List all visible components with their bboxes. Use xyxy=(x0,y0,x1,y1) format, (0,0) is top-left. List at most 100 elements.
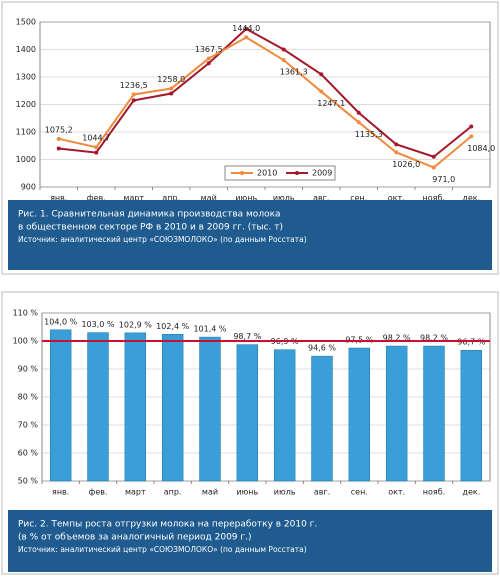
bar xyxy=(311,355,333,482)
value-label: 96,7 % xyxy=(457,338,485,347)
x-tick-label: янв. xyxy=(50,194,67,203)
point xyxy=(131,98,136,103)
bar xyxy=(423,345,445,482)
y-tick-label: 90 % xyxy=(18,365,39,374)
value-label: 1367,5 xyxy=(195,45,223,54)
value-label: 101,4 % xyxy=(193,325,226,334)
legend-label: 2009 xyxy=(312,169,332,178)
y-tick-label: 1000 xyxy=(16,155,36,164)
x-tick-label: янв. xyxy=(52,488,69,497)
point xyxy=(281,47,286,52)
point xyxy=(394,150,399,155)
caption-box xyxy=(8,510,492,572)
caption src: Источник: аналитический центр «СОЮЗМОЛОК… xyxy=(18,235,307,244)
bar xyxy=(199,336,221,482)
value-label: 103,0 % xyxy=(81,320,114,329)
point xyxy=(469,134,474,139)
y-tick-label: 50 % xyxy=(18,477,39,486)
caption src: Источник: аналитический центр «СОЮЗМОЛОК… xyxy=(18,545,307,554)
point xyxy=(356,110,361,115)
point xyxy=(56,146,61,151)
bar xyxy=(87,332,109,482)
point xyxy=(56,136,61,141)
value-label: 98,2 % xyxy=(420,334,448,343)
bar xyxy=(161,334,184,482)
value-label: 971,0 xyxy=(432,175,455,184)
x-tick-label: июль xyxy=(274,488,296,497)
y-tick-label: 80 % xyxy=(18,393,39,402)
point xyxy=(356,120,361,125)
value-label: 1258,0 xyxy=(157,75,185,84)
point xyxy=(281,58,286,63)
point xyxy=(244,35,249,40)
caption: в общественном секторе РФ в 2010 и в 200… xyxy=(18,223,283,233)
value-label: 102,4 % xyxy=(156,322,189,331)
x-tick-label: окт. xyxy=(388,194,405,203)
point xyxy=(244,26,249,31)
caption: Рис. 1. Сравнительная динамика производс… xyxy=(18,210,281,220)
point xyxy=(319,72,324,77)
x-tick-label: март xyxy=(125,488,146,497)
point xyxy=(431,165,436,170)
bar xyxy=(385,345,408,482)
value-label: 1075,2 xyxy=(45,125,73,134)
point xyxy=(206,61,211,66)
x-tick-label: фев. xyxy=(88,488,107,497)
value-label: 1084,0 xyxy=(467,144,495,153)
y-tick-label: 1400 xyxy=(16,45,36,54)
bar xyxy=(348,347,371,482)
point xyxy=(169,86,174,91)
x-tick-label: апр. xyxy=(162,194,180,203)
y-tick-label: 70 % xyxy=(18,421,39,430)
value-label: 1236,5 xyxy=(120,81,148,90)
point xyxy=(131,92,136,97)
bar xyxy=(273,349,296,482)
x-tick-label: нояб. xyxy=(423,194,445,203)
x-tick-label: май xyxy=(201,194,217,203)
y-tick-label: 900 xyxy=(21,183,36,192)
caption: (в % от объемов за аналогичный период 20… xyxy=(18,533,251,543)
y-tick-label: 100 % xyxy=(13,337,39,346)
bar xyxy=(49,329,72,482)
x-tick-label: дек. xyxy=(462,194,480,203)
point xyxy=(169,91,174,96)
y-tick-label: 110 % xyxy=(13,309,39,318)
value-label: 104,0 % xyxy=(44,317,77,326)
value-label: 1044,7 xyxy=(82,134,110,143)
value-label: 1135,3 xyxy=(355,130,383,139)
value-label: 98,2 % xyxy=(383,334,411,343)
y-tick-label: 1300 xyxy=(16,73,36,82)
point xyxy=(206,56,211,61)
point xyxy=(319,89,324,94)
x-tick-label: сен. xyxy=(350,194,367,203)
value-label: 1361,3 xyxy=(280,68,308,77)
x-tick-label: окт. xyxy=(388,488,405,497)
bar xyxy=(460,349,483,482)
value-label: 94,6 % xyxy=(308,344,336,353)
x-tick-label: июнь xyxy=(235,194,257,203)
legend xyxy=(224,165,336,181)
line xyxy=(58,36,472,169)
x-tick-label: дек. xyxy=(462,488,480,497)
x-tick-label: сен. xyxy=(351,488,368,497)
point xyxy=(394,142,399,147)
x-tick-label: авг. xyxy=(314,488,330,497)
value-label: 98,7 % xyxy=(233,332,261,341)
point xyxy=(94,150,99,155)
value-label: 1026,0 xyxy=(392,160,420,169)
value-label: 102,9 % xyxy=(119,320,152,329)
x-tick-label: май xyxy=(202,488,218,497)
point xyxy=(431,154,436,159)
caption: Рис. 2. Темпы роста отгрузки молока на п… xyxy=(18,520,317,530)
point xyxy=(469,124,474,129)
caption-box xyxy=(8,200,492,270)
y-tick-label: 60 % xyxy=(18,449,39,458)
x-tick-label: июль xyxy=(273,194,295,203)
bar xyxy=(124,332,147,482)
x-tick-label: март xyxy=(123,194,144,203)
y-tick-label: 1200 xyxy=(16,100,36,109)
y-tick-label: 1100 xyxy=(16,128,36,137)
y-tick-label: 1500 xyxy=(16,18,36,27)
legend-swatch xyxy=(240,171,244,175)
